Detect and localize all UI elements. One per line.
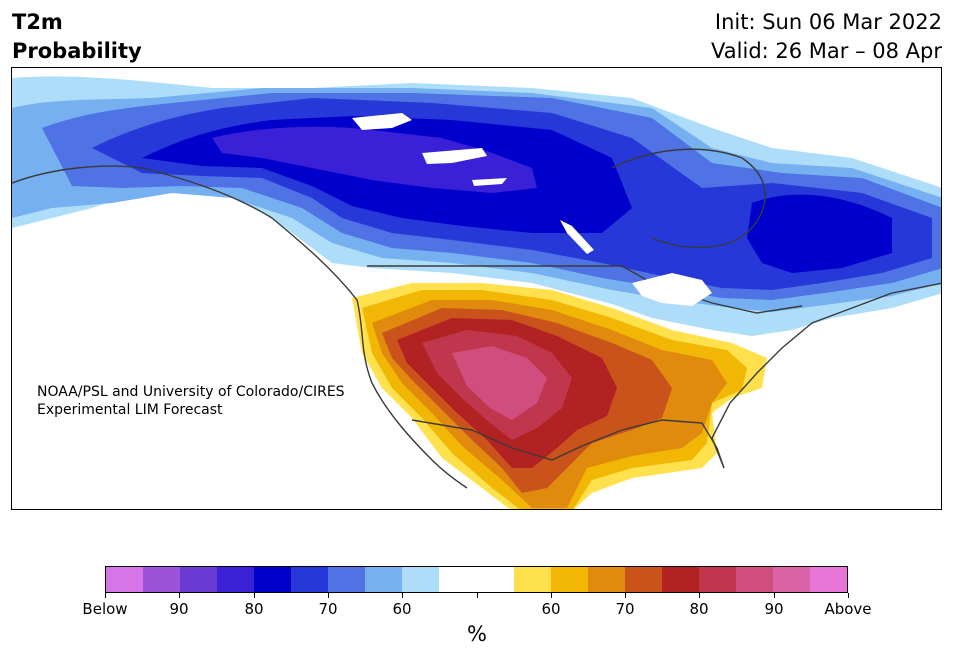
colorbar-tick-label: 80 — [689, 600, 709, 618]
colorbar-tick-label: Above — [824, 600, 872, 618]
colorbar-segment — [328, 567, 366, 592]
colorbar — [105, 566, 848, 593]
colorbar-tick — [774, 593, 775, 598]
colorbar-segment — [217, 567, 255, 592]
lake-3 — [472, 178, 507, 186]
colorbar-segment — [698, 567, 736, 592]
colorbar-tick-label: 70 — [615, 600, 635, 618]
colorbar-segment — [143, 567, 181, 592]
credit-text: NOAA/PSL and University of Colorado/CIRE… — [37, 383, 345, 419]
colorbar-segment — [624, 567, 662, 592]
lake-1 — [352, 113, 412, 130]
lakes — [352, 113, 712, 306]
colorbar-segment — [735, 567, 773, 592]
colorbar-tick-label: 90 — [764, 600, 784, 618]
colorbar-segment — [365, 567, 403, 592]
warm-zone-pink — [452, 346, 547, 420]
colorbar-tick — [625, 593, 626, 598]
colorbar-tick — [402, 593, 403, 598]
valid-period: Valid: 26 Mar – 08 Apr — [711, 39, 942, 63]
colorbar-tick — [254, 593, 255, 598]
map-svg — [12, 68, 941, 509]
colorbar-tick — [477, 593, 478, 598]
mexico-border — [411, 419, 583, 461]
colorbar-segment — [476, 567, 514, 592]
colorbar-segment — [587, 567, 625, 592]
colorbar-segment — [772, 567, 810, 592]
credit-line-2: Experimental LIM Forecast — [37, 402, 223, 418]
colorbar-segment — [439, 567, 477, 592]
colorbar-tick-label: 80 — [244, 600, 264, 618]
cold-zone-extreme — [212, 126, 537, 193]
credit-line-1: NOAA/PSL and University of Colorado/CIRE… — [37, 384, 345, 400]
colorbar-segment — [402, 567, 440, 592]
colorbar-segment — [513, 567, 551, 592]
colorbar-segment — [106, 567, 144, 592]
great-lakes — [632, 273, 712, 306]
hudson-bay — [611, 148, 766, 249]
east-coastline — [711, 282, 941, 469]
colorbar-tick — [179, 593, 180, 598]
colorbar-segment — [291, 567, 329, 592]
date-block: Init: Sun 06 Mar 2022 Valid: 26 Mar – 08… — [711, 8, 942, 66]
colorbar-tick — [328, 593, 329, 598]
gulf-coastline — [581, 419, 725, 469]
colorbar-tick-label: 70 — [318, 600, 338, 618]
west-coastline — [12, 165, 468, 489]
border-lines — [12, 148, 941, 489]
arctic-island-area — [712, 68, 941, 178]
colorbar-tick-label: 60 — [541, 600, 561, 618]
title-block: T2m Probability — [12, 8, 142, 66]
lake-4 — [560, 220, 594, 254]
lake-2 — [422, 148, 487, 164]
colorbar-segment — [809, 567, 847, 592]
colorbar-tick — [699, 593, 700, 598]
colorbar-tick-label: 90 — [169, 600, 189, 618]
forecast-map — [11, 67, 942, 510]
colorbar-tick-label: Below — [82, 600, 128, 618]
colorbar-segment — [254, 567, 292, 592]
init-date: Init: Sun 06 Mar 2022 — [714, 10, 942, 34]
colorbar-segment — [180, 567, 218, 592]
colorbar-tick-label: 60 — [392, 600, 412, 618]
colorbar-segment — [661, 567, 699, 592]
title-type: Probability — [12, 39, 142, 63]
colorbar-unit: % — [467, 622, 487, 646]
colorbar-segment — [550, 567, 588, 592]
colorbar-tick — [105, 593, 106, 598]
colorbar-tick — [848, 593, 849, 598]
colorbar-tick — [551, 593, 552, 598]
title-variable: T2m — [12, 10, 63, 34]
